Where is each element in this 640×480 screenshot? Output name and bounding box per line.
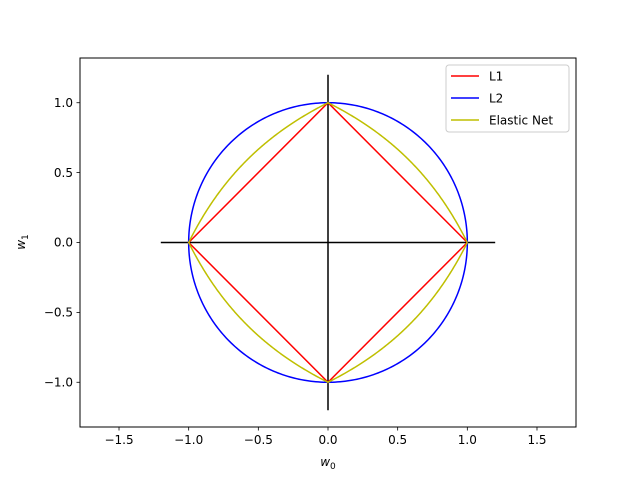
y-tick-label: 0.0 — [54, 236, 73, 250]
legend: L1 L2 Elastic Net — [445, 64, 570, 133]
series-line-elastic-net — [187, 101, 468, 384]
x-tick-label: −1.0 — [174, 433, 203, 447]
x-tick-label: 1.5 — [527, 433, 546, 447]
x-tick-label: 0.0 — [318, 433, 337, 447]
legend-label-l1: L1 — [489, 70, 503, 84]
y-axis-ticks: −1.0 −0.5 0.0 0.5 1.0 — [44, 96, 80, 389]
legend-label-l2: L2 — [489, 92, 503, 106]
y-axis-label: w1 — [14, 234, 31, 250]
y-tick-label: −0.5 — [44, 306, 73, 320]
legend-box — [445, 64, 570, 133]
y-tick-label: 0.5 — [54, 166, 73, 180]
legend-label-elastic-net: Elastic Net — [489, 114, 553, 128]
zero-axis-lines — [160, 74, 496, 411]
y-tick-label: −1.0 — [44, 375, 73, 389]
y-tick-label: 1.0 — [54, 96, 73, 110]
x-axis-ticks: −1.5 −1.0 −0.5 0.0 0.5 1.0 1.5 — [104, 427, 547, 447]
series-layer — [187, 101, 469, 384]
plot-area — [160, 74, 496, 411]
x-tick-label: −1.5 — [104, 433, 133, 447]
x-tick-label: −0.5 — [244, 433, 273, 447]
x-tick-label: 0.5 — [388, 433, 407, 447]
x-tick-label: 1.0 — [458, 433, 477, 447]
x-axis-label: w0 — [320, 455, 336, 472]
